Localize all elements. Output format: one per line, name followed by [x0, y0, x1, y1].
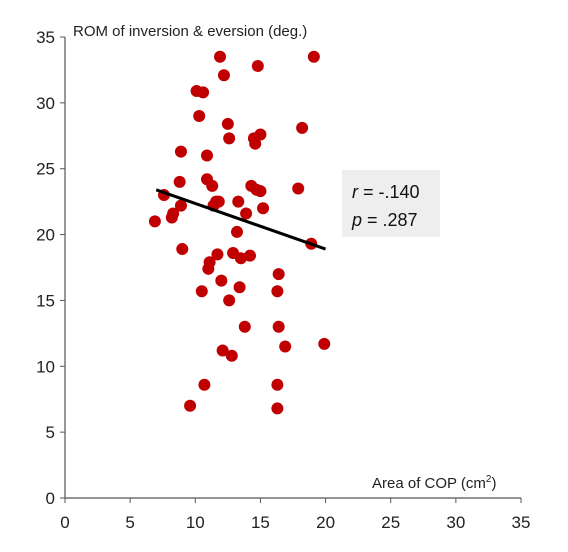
- x-axis-title-close: ): [491, 475, 496, 492]
- data-point: [223, 294, 236, 307]
- data-point: [232, 195, 245, 208]
- data-point: [201, 149, 214, 162]
- data-point: [195, 285, 208, 298]
- r-statistic: r = -.140: [352, 182, 420, 202]
- data-point: [215, 274, 228, 287]
- data-point: [249, 137, 262, 150]
- x-tick-label: 5: [125, 513, 134, 532]
- x-tick-label: 0: [60, 513, 69, 532]
- x-tick-label: 10: [186, 513, 205, 532]
- data-point: [225, 349, 238, 362]
- data-point: [198, 378, 211, 391]
- trend-line: [155, 188, 327, 251]
- data-point: [318, 337, 331, 350]
- stats-annotation: r = -.140 p = .287: [342, 170, 440, 237]
- data-point: [272, 268, 285, 281]
- data-point: [173, 175, 186, 188]
- x-ticks: 0 5 10 15 20 25 30 35: [60, 498, 530, 532]
- p-statistic: p = .287: [351, 210, 418, 230]
- data-point: [193, 110, 206, 123]
- x-tick-label: 35: [512, 513, 531, 532]
- y-axis-title: ROM of inversion & eversion (deg.): [73, 23, 307, 40]
- stats-box: [342, 170, 440, 237]
- data-point: [176, 243, 189, 256]
- data-point: [251, 59, 264, 72]
- data-point: [203, 256, 216, 269]
- x-tick-label: 30: [446, 513, 465, 532]
- data-point: [212, 195, 225, 208]
- x-tick-label: 20: [316, 513, 335, 532]
- data-point: [254, 128, 267, 141]
- axes: [64, 37, 521, 499]
- data-point: [240, 207, 253, 220]
- data-point: [257, 202, 270, 215]
- data-point: [167, 207, 180, 220]
- data-point: [211, 248, 224, 261]
- data-point: [217, 69, 230, 82]
- data-point: [148, 215, 161, 228]
- data-point: [206, 179, 219, 192]
- y-tick-label: 35: [36, 28, 55, 47]
- data-point: [307, 50, 320, 63]
- y-tick-label: 0: [46, 489, 55, 508]
- x-tick-label: 15: [251, 513, 270, 532]
- data-point: [238, 320, 251, 333]
- data-point: [292, 182, 305, 195]
- data-points: [148, 50, 331, 415]
- y-tick-label: 20: [36, 226, 55, 245]
- data-point: [221, 117, 234, 130]
- data-point: [296, 121, 309, 134]
- data-point: [254, 185, 267, 198]
- x-tick-label: 25: [381, 513, 400, 532]
- y-tick-label: 5: [46, 423, 55, 442]
- x-axis-title: Area of COP (cm2): [372, 474, 496, 492]
- y-tick-label: 30: [36, 94, 55, 113]
- data-point: [214, 50, 227, 63]
- data-point: [279, 340, 292, 353]
- data-point: [234, 252, 247, 265]
- data-point: [174, 199, 187, 212]
- y-tick-label: 10: [36, 357, 55, 376]
- x-axis-title-superscript: 2: [486, 474, 492, 485]
- data-point: [184, 399, 197, 412]
- data-point: [271, 402, 284, 415]
- data-point: [197, 86, 210, 99]
- data-point: [174, 145, 187, 158]
- x-axis-title-main: Area of COP (cm: [372, 475, 486, 492]
- data-point: [223, 132, 236, 145]
- y-tick-label: 15: [36, 291, 55, 310]
- data-point: [271, 285, 284, 298]
- y-ticks: 0 5 10 15 20 25 30 35: [36, 28, 65, 508]
- data-point: [271, 378, 284, 391]
- data-point: [230, 225, 243, 238]
- data-point: [244, 249, 257, 262]
- data-point: [272, 320, 285, 333]
- data-point: [233, 281, 246, 294]
- data-point: [216, 344, 229, 357]
- y-tick-label: 25: [36, 160, 55, 179]
